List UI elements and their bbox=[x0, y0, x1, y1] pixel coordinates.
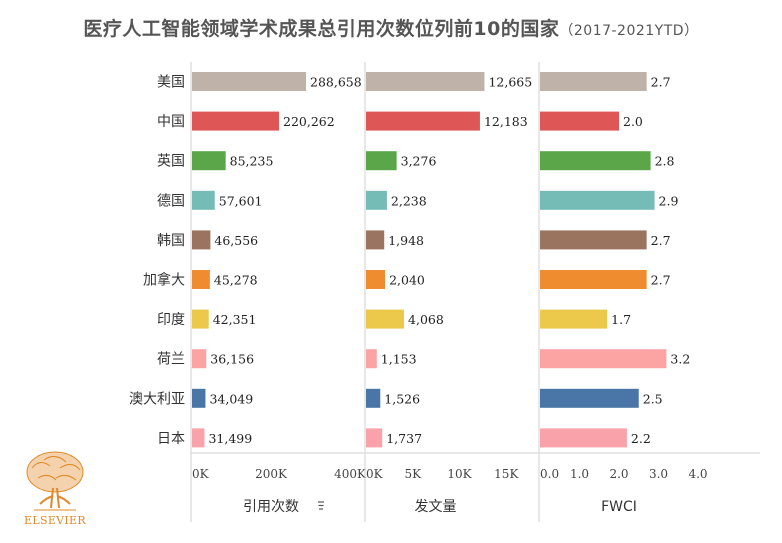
bar bbox=[366, 428, 383, 448]
category-label: 英国 bbox=[157, 153, 185, 170]
data-label: 36,156 bbox=[210, 352, 254, 367]
data-label: 34,049 bbox=[209, 391, 253, 406]
x-axis-label: FWCI bbox=[601, 499, 637, 515]
data-label: 46,556 bbox=[214, 233, 258, 248]
x-axis-label: 发文量 bbox=[415, 499, 457, 515]
data-label: 220,262 bbox=[283, 114, 335, 129]
category-label: 印度 bbox=[157, 312, 185, 328]
category-label: 澳大利亚 bbox=[129, 391, 185, 407]
category-label: 荷兰 bbox=[157, 352, 185, 368]
bar bbox=[540, 72, 647, 91]
data-label: 31,499 bbox=[208, 431, 252, 446]
data-label: 1,948 bbox=[388, 233, 424, 248]
bar bbox=[540, 270, 647, 289]
filter-icon[interactable] bbox=[318, 501, 324, 510]
tick-label: 1.0 bbox=[570, 467, 589, 481]
bar bbox=[192, 111, 280, 131]
data-label: 3.2 bbox=[670, 352, 690, 367]
bar bbox=[192, 72, 307, 91]
tick-label: 15K bbox=[494, 467, 519, 481]
data-label: 3,276 bbox=[401, 154, 437, 169]
bar bbox=[366, 270, 386, 289]
data-label: 12,183 bbox=[484, 114, 528, 129]
bar bbox=[540, 428, 627, 448]
data-label: 288,658 bbox=[310, 75, 362, 90]
bar bbox=[192, 349, 207, 369]
data-label: 1,153 bbox=[381, 352, 417, 367]
bar bbox=[366, 151, 397, 171]
data-label: 2.7 bbox=[651, 75, 671, 90]
x-axis-label: 引用次数 bbox=[243, 499, 299, 515]
data-label: 1,737 bbox=[386, 431, 422, 446]
tick-label: 0.0 bbox=[540, 467, 559, 481]
data-label: 2.9 bbox=[659, 193, 679, 208]
tick-label: 400K bbox=[334, 467, 367, 481]
bar bbox=[540, 230, 647, 250]
bar bbox=[192, 270, 210, 289]
data-label: 2.2 bbox=[631, 431, 651, 446]
bar bbox=[366, 111, 480, 131]
data-label: 2.7 bbox=[651, 233, 671, 248]
tick-label: 5K bbox=[404, 467, 422, 481]
bar bbox=[540, 309, 608, 329]
data-label: 2.0 bbox=[623, 114, 643, 129]
bar bbox=[540, 111, 619, 131]
bar bbox=[366, 72, 485, 91]
bar bbox=[192, 230, 211, 250]
tick-label: 0K bbox=[192, 467, 210, 481]
tick-label: 3.0 bbox=[649, 467, 668, 481]
category-label: 德国 bbox=[157, 193, 185, 209]
bar bbox=[192, 190, 215, 210]
category-label: 韩国 bbox=[157, 233, 185, 249]
bar bbox=[540, 190, 655, 210]
data-label: 2,238 bbox=[391, 193, 427, 208]
bar bbox=[366, 190, 387, 210]
data-label: 1,526 bbox=[384, 391, 420, 406]
bar bbox=[366, 349, 377, 369]
data-label: 42,351 bbox=[213, 312, 257, 327]
chart-subtitle: （2017-2021YTD） bbox=[559, 23, 699, 39]
chart-title: 医疗人工智能领域学术成果总引用次数位列前10的国家（2017-2021YTD） bbox=[0, 14, 782, 41]
bar bbox=[192, 428, 205, 448]
tick-label: 4.0 bbox=[688, 467, 707, 481]
bar bbox=[540, 349, 667, 369]
data-label: 2.8 bbox=[655, 154, 675, 169]
category-label: 美国 bbox=[157, 75, 185, 91]
data-label: 2,040 bbox=[389, 273, 425, 288]
tick-label: 0K bbox=[366, 467, 384, 481]
data-label: 2.5 bbox=[643, 391, 663, 406]
category-label: 加拿大 bbox=[143, 272, 185, 289]
bar bbox=[366, 388, 381, 408]
bar bbox=[192, 388, 206, 408]
bar bbox=[366, 230, 385, 250]
data-label: 57,601 bbox=[219, 193, 263, 208]
elsevier-logo-text: ELSEVIER bbox=[24, 514, 86, 527]
bar bbox=[366, 309, 405, 329]
data-label: 45,278 bbox=[214, 273, 258, 288]
elsevier-logo: ELSEVIER bbox=[24, 451, 86, 527]
tick-label: 2.0 bbox=[609, 467, 628, 481]
data-label: 4,068 bbox=[408, 312, 444, 327]
bar bbox=[192, 151, 226, 171]
tick-label: 10K bbox=[447, 467, 472, 481]
data-label: 85,235 bbox=[230, 154, 274, 169]
data-label: 2.7 bbox=[651, 273, 671, 288]
data-label: 12,665 bbox=[488, 75, 532, 90]
tick-label: 200K bbox=[255, 467, 288, 481]
bar bbox=[540, 388, 639, 408]
data-label: 1.7 bbox=[611, 312, 631, 327]
bar bbox=[192, 309, 209, 329]
category-label: 日本 bbox=[157, 431, 185, 447]
tree-icon bbox=[26, 451, 84, 511]
chart-title-main: 医疗人工智能领域学术成果总引用次数位列前10的国家 bbox=[83, 18, 560, 40]
category-label: 中国 bbox=[157, 114, 185, 130]
bar bbox=[540, 151, 651, 171]
